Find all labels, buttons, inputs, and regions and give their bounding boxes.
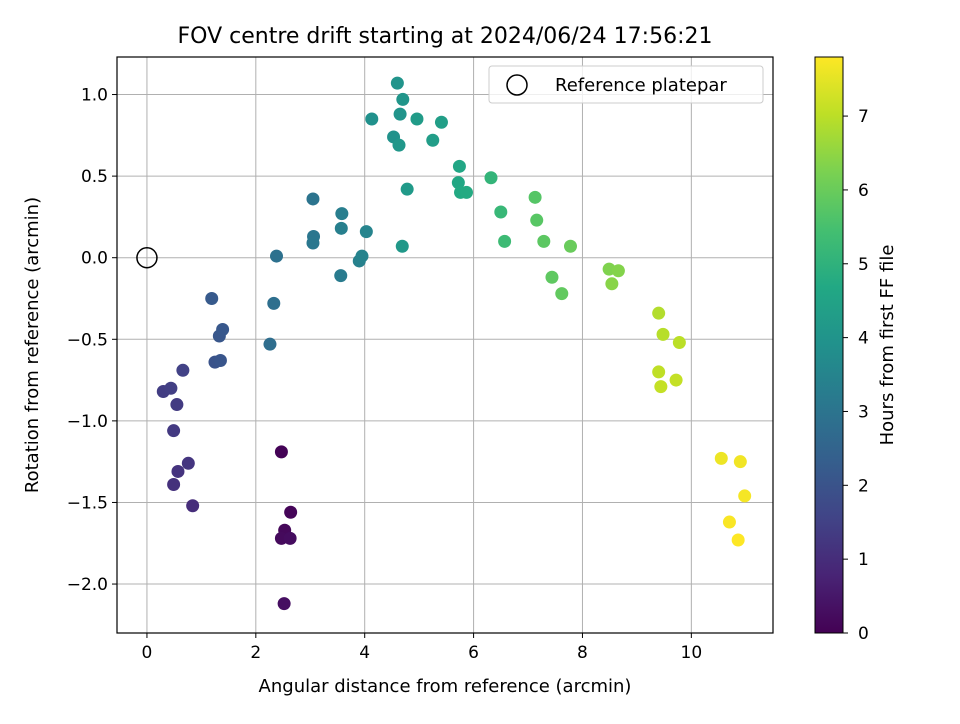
scatter-point: [355, 249, 369, 263]
scatter-point: [176, 363, 190, 377]
chart-title: FOV centre drift starting at 2024/06/24 …: [178, 24, 713, 49]
scatter-point: [365, 112, 379, 126]
colorbar-tick-label: 6: [858, 181, 869, 201]
x-tick-label: 0: [142, 643, 153, 663]
scatter-point: [306, 236, 320, 250]
scatter-point: [334, 221, 348, 235]
scatter-point: [451, 176, 465, 190]
scatter-point: [738, 489, 752, 503]
y-axis-label: Rotation from reference (arcmin): [22, 197, 43, 493]
scatter-point: [277, 597, 291, 611]
colorbar-tick-label: 7: [858, 107, 869, 127]
scatter-point: [410, 112, 424, 126]
scatter-point: [537, 234, 551, 248]
colorbar-tick-label: 3: [858, 402, 869, 422]
legend-box: [488, 65, 764, 104]
scatter-point: [545, 270, 559, 284]
x-tick-label: 4: [359, 643, 370, 663]
scatter-point: [171, 464, 185, 478]
scatter-point: [400, 182, 414, 196]
y-tick-label: −1.5: [67, 493, 108, 513]
scatter-point: [181, 456, 195, 470]
scatter-point: [434, 115, 448, 129]
scatter-point: [494, 205, 508, 219]
scatter-point: [605, 277, 619, 291]
scatter-point: [359, 225, 373, 239]
scatter-point: [263, 337, 277, 351]
scatter-point: [306, 192, 320, 206]
legend-entry-reference: Reference platepar: [555, 75, 727, 96]
scatter-point: [186, 499, 200, 513]
colorbar-tick-label: 5: [858, 255, 869, 275]
scatter-point: [498, 234, 512, 248]
colorbar-gradient: [814, 56, 844, 634]
colorbar-label: Hours from first FF file: [877, 245, 898, 446]
scatter-point: [270, 249, 284, 263]
legend: Reference platepar: [488, 65, 764, 104]
scatter-points: [136, 76, 752, 611]
y-tick-label: 1.0: [81, 86, 108, 106]
colorbar-tick-label: 0: [858, 624, 869, 644]
scatter-point: [452, 159, 466, 173]
scatter-point: [528, 190, 542, 204]
scatter-point: [274, 445, 288, 459]
colorbar-ticks: 0 1 2 3 4 5 6 7: [843, 107, 869, 644]
reference-platepar-marker: [136, 246, 158, 269]
scatter-point: [267, 296, 281, 310]
y-tick-label: −1.0: [67, 412, 108, 432]
scatter-point: [611, 264, 625, 278]
scatter-point: [672, 336, 686, 350]
scatter-point: [652, 306, 666, 320]
scatter-point: [167, 478, 181, 492]
scatter-point: [656, 327, 670, 341]
scatter-point: [284, 505, 298, 519]
scatter-point: [205, 291, 219, 305]
y-tick-label: 0.5: [81, 167, 108, 187]
scatter-point: [396, 92, 410, 106]
scatter-point: [335, 207, 349, 221]
y-tick-label: −2.0: [67, 575, 108, 595]
scatter-point: [652, 365, 666, 379]
scatter-point: [334, 269, 348, 283]
scatter-point: [563, 239, 577, 253]
scatter-point: [555, 287, 569, 301]
scatter-point: [393, 107, 407, 121]
y-tick-label: 0.0: [81, 249, 108, 269]
scatter-point: [164, 381, 178, 395]
plot-frame: [116, 56, 774, 634]
scatter-point: [733, 455, 747, 469]
x-axis-label: Angular distance from reference (arcmin): [259, 676, 632, 697]
scatter-point: [170, 398, 184, 412]
x-tick-label: 6: [468, 643, 479, 663]
scatter-point: [669, 373, 683, 387]
y-tick-label: −0.5: [67, 330, 108, 350]
scatter-point: [714, 451, 728, 465]
x-tick-label: 8: [577, 643, 588, 663]
scatter-point: [731, 533, 745, 547]
legend-marker-icon: [506, 74, 528, 96]
scatter-point: [460, 185, 474, 199]
scatter-point: [390, 76, 404, 90]
scatter-point: [216, 322, 230, 336]
x-tick-label: 2: [250, 643, 261, 663]
scatter-point: [530, 213, 544, 227]
scatter-point: [426, 133, 440, 147]
y-axis-ticks: −2.0 −1.5 −1.0 −0.5 0.0 0.5 1.0: [67, 86, 117, 595]
scatter-point: [283, 531, 297, 545]
scatter-point: [392, 138, 406, 152]
scatter-point: [484, 171, 498, 185]
colorbar-tick-label: 1: [858, 550, 869, 570]
scatter-point: [722, 515, 736, 529]
x-tick-label: 10: [681, 643, 703, 663]
scatter-point: [213, 354, 227, 368]
scatter-point: [167, 424, 181, 438]
colorbar: 0 1 2 3 4 5 6 7 Hours from first FF file: [814, 56, 898, 644]
colorbar-tick-label: 2: [858, 476, 869, 496]
x-axis-ticks: 0 2 4 6 8 10: [142, 633, 703, 663]
colorbar-tick-label: 4: [858, 329, 869, 349]
scatter-point: [654, 380, 668, 394]
scatter-point: [395, 239, 409, 253]
